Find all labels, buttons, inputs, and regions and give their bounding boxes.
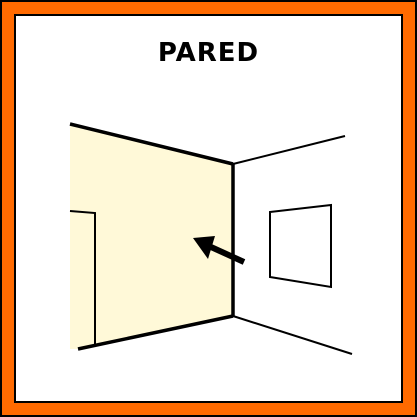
window-frame xyxy=(269,203,332,289)
card-title: PARED xyxy=(157,38,260,68)
arrow-icon xyxy=(193,236,246,265)
left-wall-floor-edge xyxy=(77,314,234,351)
right-wall-floor-edge xyxy=(232,315,353,355)
left-wall xyxy=(70,124,233,349)
right-wall-top-edge xyxy=(232,135,346,165)
door-outline xyxy=(69,210,96,344)
left-wall-top-edge xyxy=(69,122,234,166)
